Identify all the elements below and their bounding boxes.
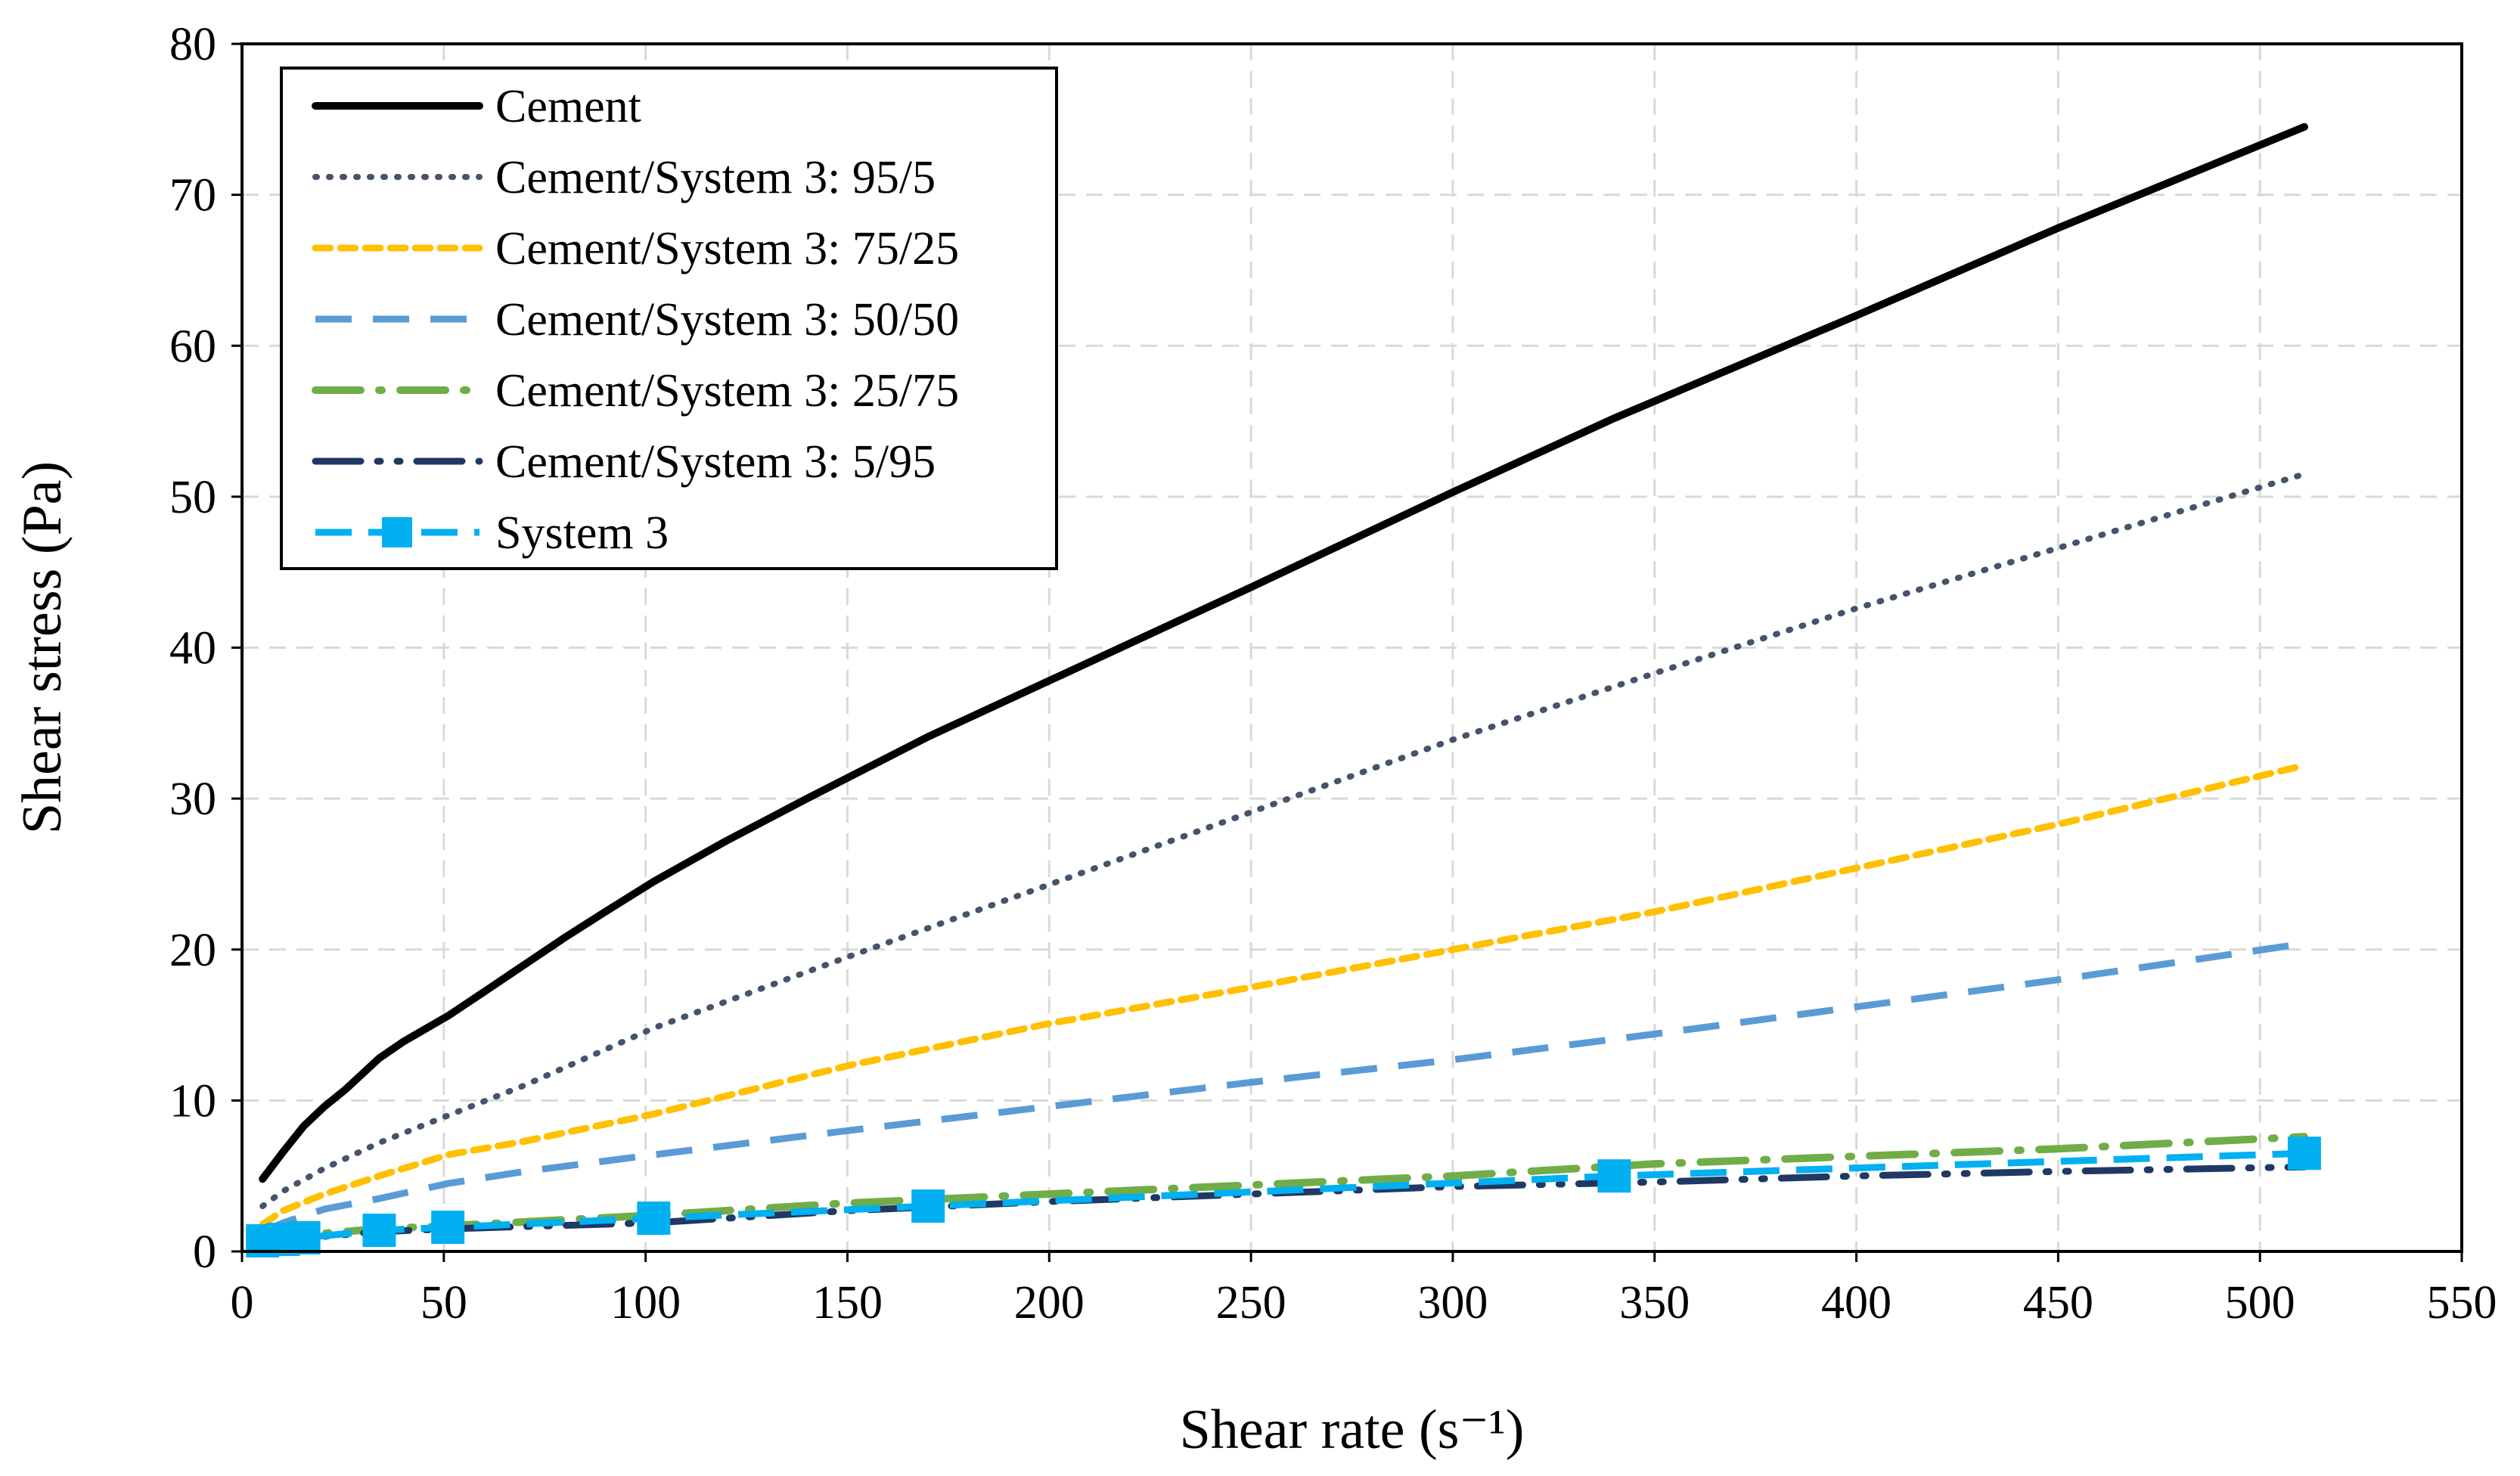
legend-marker-system-3: [382, 517, 412, 547]
legend-label-cement-system-3-95-5: Cement/System 3: 95/5: [495, 152, 936, 203]
y-tick-label: 40: [169, 623, 216, 674]
x-tick-label: 50: [421, 1277, 467, 1329]
y-tick-label: 50: [169, 472, 216, 523]
legend-box: [280, 67, 1058, 570]
series-line-cement-system-3-75-25: [259, 761, 2308, 1228]
x-tick-label: 450: [2023, 1277, 2093, 1329]
x-tick-label: 200: [1014, 1277, 1085, 1329]
x-axis-ticks: 0 50 100 150 200 250 300 350 400 450 500 550: [231, 1251, 2497, 1329]
series-layer: [246, 122, 2321, 1258]
legend-label-cement-system-3-5-95: Cement/System 3: 5/95: [495, 436, 936, 488]
y-axis-ticks: 0 10 20 30 40 50 60 70 80: [169, 19, 242, 1278]
y-tick-label: 0: [193, 1226, 216, 1278]
series-line-cement-system-3-50-50: [261, 940, 2305, 1236]
series-marker-system-3: [637, 1202, 671, 1236]
x-tick-label: 350: [1619, 1277, 1690, 1329]
y-tick-label: 10: [169, 1075, 216, 1127]
y-tick-label: 30: [169, 774, 216, 825]
series-marker-system-3: [1597, 1159, 1631, 1193]
series-marker-system-3: [911, 1189, 945, 1223]
legend: Cement Cement/System 3: 95/5 Cement/System…: [280, 67, 1058, 570]
x-tick-label: 550: [2427, 1277, 2497, 1329]
x-axis-title: Shear rate (s⁻¹): [1180, 1399, 1525, 1461]
legend-label-cement-system-3-25-75: Cement/System 3: 25/75: [495, 365, 959, 417]
series-marker-system-3: [362, 1214, 396, 1248]
x-tick-label: 500: [2225, 1277, 2295, 1329]
series-marker-system-3: [2287, 1136, 2321, 1171]
series-line-cement: [259, 122, 2308, 1183]
x-tick-label: 100: [610, 1277, 681, 1329]
x-tick-label: 300: [1417, 1277, 1488, 1329]
series-marker-system-3: [287, 1221, 321, 1255]
series-line-cement-system-3-5-95: [259, 1163, 2308, 1245]
y-tick-label: 80: [169, 19, 216, 70]
legend-label-system-3: System 3: [495, 507, 669, 559]
series-line-cement-system-3-25-75: [259, 1133, 2308, 1243]
legend-label-cement-system-3-50-50: Cement/System 3: 50/50: [495, 294, 959, 346]
x-tick-label: 0: [231, 1277, 254, 1329]
y-tick-label: 60: [169, 321, 216, 372]
y-tick-label: 20: [169, 925, 216, 976]
x-tick-label: 400: [1821, 1277, 1892, 1329]
x-tick-label: 250: [1216, 1277, 1286, 1329]
y-axis-title: Shear stress (Pa): [11, 461, 73, 834]
y-tick-label: 70: [169, 170, 216, 222]
series-line-cement-system-3-95-5: [259, 470, 2307, 1210]
legend-label-cement: Cement: [495, 81, 641, 132]
series-marker-system-3: [431, 1211, 465, 1245]
legend-label-cement-system-3-75-25: Cement/System 3: 75/25: [495, 223, 959, 274]
x-tick-label: 150: [812, 1277, 883, 1329]
